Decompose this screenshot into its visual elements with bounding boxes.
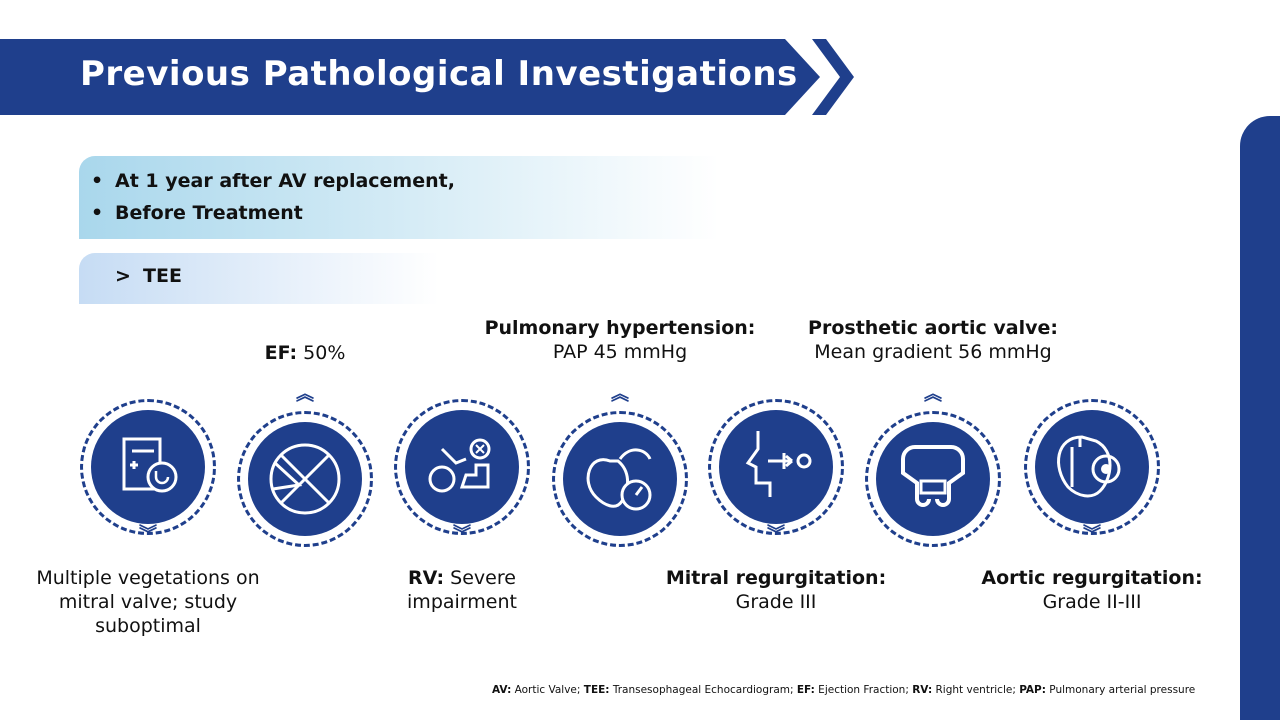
icon-disc [876,422,990,536]
heart-virus-icon [1057,435,1121,498]
finding-label: RV: Severe impairment [372,566,552,614]
finding-value: PAP 45 mmHg [552,341,688,363]
page-title: Previous Pathological Investigations [80,54,798,94]
section-title: TEE [143,265,182,287]
finding-label: Mitral regurgitation: Grade III [626,566,926,614]
finding-node [80,399,216,535]
context-box: At 1 year after AV replacement, Before T… [79,156,719,239]
finding-value: Grade III [735,591,817,613]
finding-label: Prosthetic aortic valve: Mean gradient 56… [783,316,1083,364]
finding-node [394,399,530,535]
finding-term: Mitral regurgitation: [665,567,887,589]
title-banner [0,39,820,115]
finding-value: Grade II-III [1042,591,1142,613]
section-box: > TEE [79,253,439,304]
footnote: AV: Aortic Valve; TEE: Transesophageal E… [492,684,1196,696]
finding-term: Aortic regurgitation: [981,567,1203,589]
finding-value: Mean gradient 56 mmHg [814,341,1052,363]
chevron-down-icon: ︾ [453,524,471,545]
pie-chart-icon [269,443,341,515]
chevron-right-icon: > [115,265,131,287]
icon-disc [1035,410,1149,524]
icon-disc [91,410,205,524]
context-bullet: At 1 year after AV replacement, [91,170,719,202]
finding-term: Pulmonary hypertension: [484,317,756,339]
icon-disc [405,410,519,524]
chevron-down-icon: ︾ [139,524,157,545]
side-accent-bar [1240,116,1280,720]
finding-node [552,411,688,547]
finding-node [708,399,844,535]
finding-value: Multiple vegetations on mitral valve; st… [36,567,260,637]
dashed-ring [708,399,844,535]
dashed-ring [552,411,688,547]
icon-disc [248,422,362,536]
chevron-up-icon: ︽ [296,384,314,405]
dashed-ring [1024,399,1160,535]
finding-term: EF: [264,342,298,364]
context-bullet: Before Treatment [91,202,719,234]
finding-node [237,411,373,547]
chevron-up-icon: ︽ [924,384,942,405]
icon-disc [563,422,677,536]
face-regurgitation-icon [745,431,812,497]
prosthetic-valve-icon [901,445,965,507]
chevron-down-icon: ︾ [1083,524,1101,545]
medical-record-stethoscope-icon [122,437,178,493]
finding-term: Prosthetic aortic valve: [808,317,1058,339]
dashed-ring [237,411,373,547]
finding-label: Aortic regurgitation: Grade II-III [942,566,1242,614]
icon-disc [719,410,833,524]
finding-value: 50% [303,342,346,364]
finding-label: Multiple vegetations on mitral valve; st… [33,566,263,638]
dashed-ring [80,399,216,535]
chevron-down-icon: ︾ [767,524,785,545]
finding-node [865,411,1001,547]
finding-term: RV: [408,567,445,589]
finding-value: Severe impairment [407,567,517,613]
finding-label: Pulmonary hypertension: PAP 45 mmHg [470,316,770,364]
heart-gauge-icon [586,448,652,511]
dashed-ring [394,399,530,535]
finding-label: EF: 50% [155,341,455,365]
rehabilitation-icon [428,438,491,493]
chevron-up-icon: ︽ [611,384,629,405]
dashed-ring [865,411,1001,547]
finding-node [1024,399,1160,535]
